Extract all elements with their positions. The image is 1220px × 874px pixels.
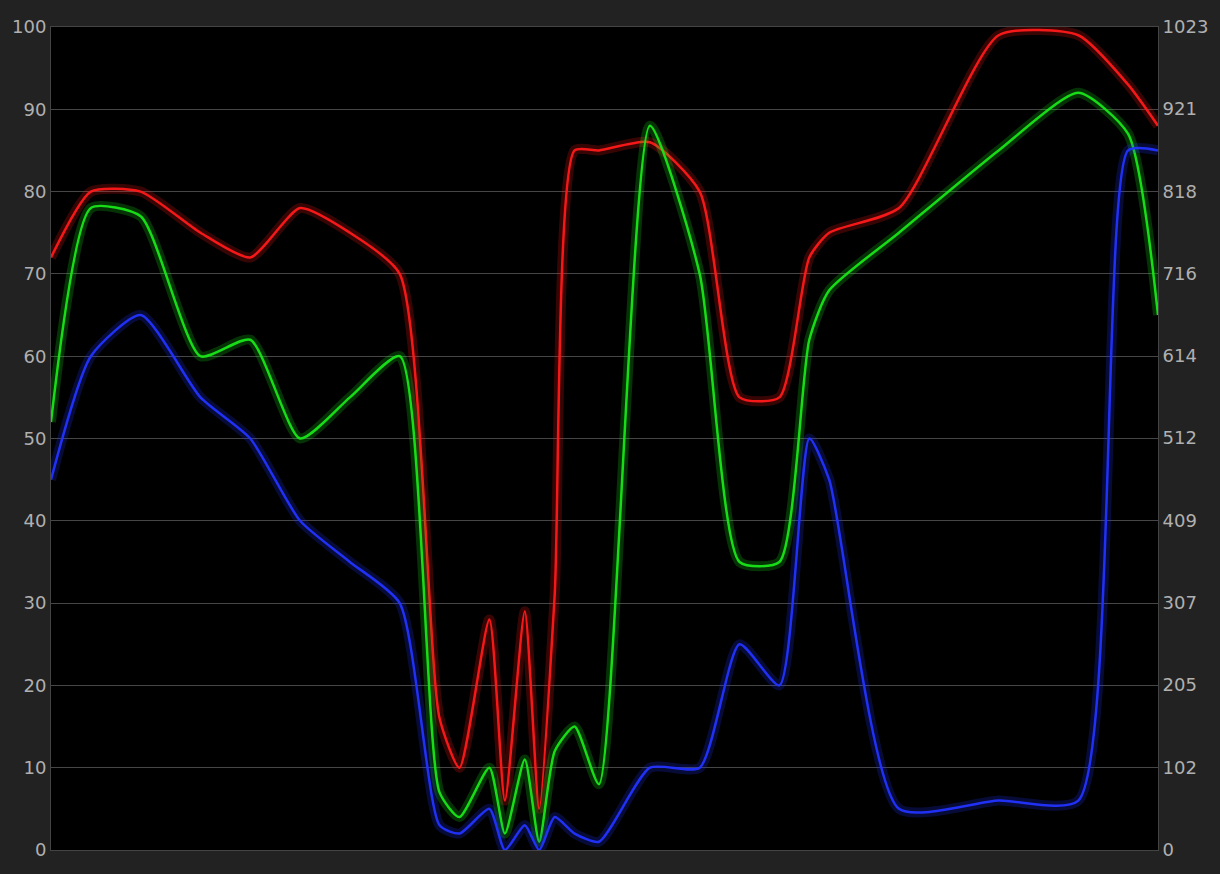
svg-text:1023: 1023 <box>1163 16 1209 37</box>
svg-text:30: 30 <box>23 592 46 613</box>
svg-text:409: 409 <box>1163 510 1197 531</box>
svg-text:80: 80 <box>23 181 46 202</box>
svg-text:20: 20 <box>23 675 46 696</box>
svg-text:40: 40 <box>23 510 46 531</box>
svg-text:70: 70 <box>23 263 46 284</box>
svg-text:0: 0 <box>35 839 46 860</box>
svg-text:10: 10 <box>23 757 46 778</box>
svg-text:307: 307 <box>1163 592 1197 613</box>
svg-text:512: 512 <box>1163 427 1197 448</box>
svg-text:90: 90 <box>23 99 46 120</box>
svg-text:50: 50 <box>23 428 46 449</box>
svg-text:102: 102 <box>1163 757 1197 778</box>
svg-text:614: 614 <box>1163 345 1197 366</box>
svg-text:100: 100 <box>12 16 46 37</box>
svg-text:60: 60 <box>23 346 46 367</box>
svg-text:921: 921 <box>1163 98 1197 119</box>
svg-text:0: 0 <box>1163 839 1174 860</box>
svg-text:716: 716 <box>1163 263 1197 284</box>
svg-text:205: 205 <box>1163 674 1197 695</box>
svg-text:818: 818 <box>1163 181 1197 202</box>
